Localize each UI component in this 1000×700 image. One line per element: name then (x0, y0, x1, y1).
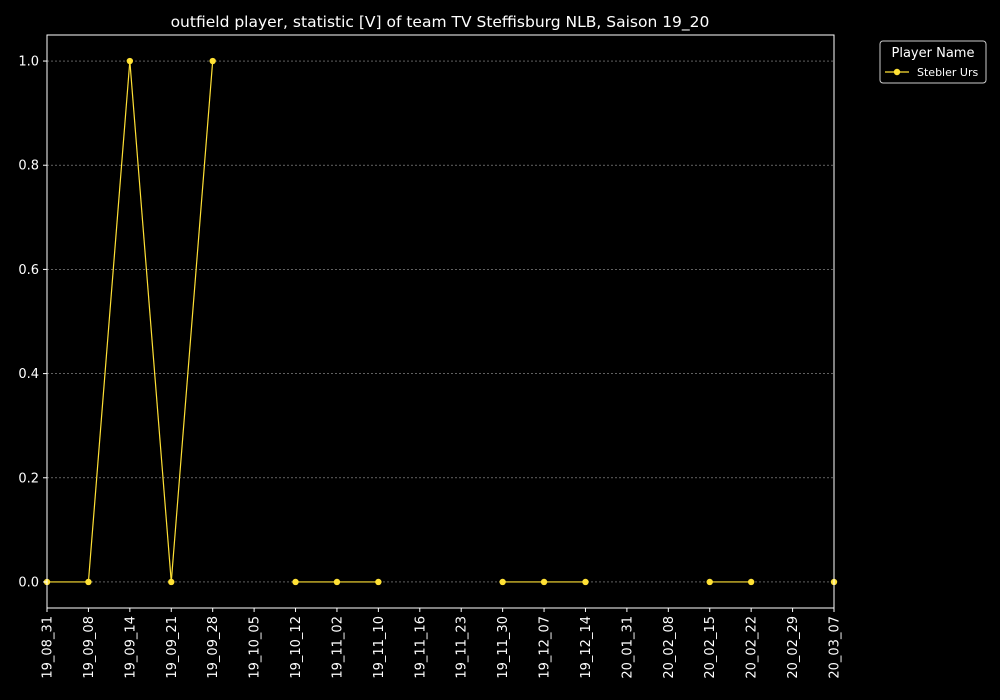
data-point (375, 578, 382, 586)
series-line-segment (129, 60, 172, 583)
data-point (333, 578, 341, 586)
x-tick-label: 19_10_12 (289, 616, 304, 679)
data-point (582, 578, 589, 586)
x-tick-label: 20_02_15 (703, 616, 718, 679)
legend: Player Name Stebler Urs (879, 40, 987, 84)
y-tick-label: 0.4 (18, 367, 39, 382)
data-point (209, 57, 216, 65)
series-line-segment (170, 60, 214, 583)
legend-title: Player Name (892, 46, 975, 61)
x-tick-label: 19_11_02 (330, 616, 345, 679)
x-tick-label: 19_11_23 (455, 616, 470, 679)
y-tick-label: 1.0 (18, 55, 39, 70)
x-tick-label: 19_11_10 (372, 616, 387, 679)
y-tick-label: 0.6 (18, 263, 39, 278)
legend-series-label: Stebler Urs (917, 66, 978, 79)
data-point (706, 578, 713, 586)
data-point (540, 578, 548, 586)
data-point (126, 57, 134, 65)
x-tick-label: 19_08_31 (41, 616, 56, 679)
chart-title: outfield player, statistic [V] of team T… (171, 13, 710, 32)
x-tick-label: 20_02_22 (745, 616, 760, 679)
x-tick-label: 19_11_16 (413, 616, 428, 679)
x-tick-label: 20_01_31 (620, 616, 635, 679)
x-tick-label: 20_03_07 (828, 616, 843, 679)
legend-series-marker (893, 68, 901, 76)
data-point (499, 578, 506, 586)
data-point (85, 578, 92, 586)
y-axis: 0.0 0.2 0.4 0.6 0.8 1.0 (18, 55, 47, 590)
x-axis: 19_08_31 19_09_08 19_09_14 19_09_21 19_09_28… (41, 608, 843, 679)
x-tick-label: 19_12_07 (538, 616, 553, 679)
x-tick-label: 19_09_14 (123, 616, 138, 679)
data-point (292, 578, 299, 586)
x-tick-label: 19_10_05 (248, 616, 263, 679)
series-line-segment (87, 60, 131, 583)
y-tick-label: 0.8 (18, 159, 39, 174)
y-tick-label: 0.0 (18, 575, 39, 590)
data-point (168, 578, 175, 586)
data-point (747, 578, 755, 586)
plot-frame (46, 34, 835, 609)
x-tick-label: 19_09_08 (82, 616, 97, 679)
y-tick-label: 0.2 (18, 471, 39, 486)
x-tick-label: 20_02_08 (662, 616, 677, 679)
x-tick-label: 19_09_28 (206, 616, 221, 679)
x-tick-label: 20_02_29 (786, 616, 801, 679)
x-tick-label: 19_09_21 (165, 616, 180, 679)
x-tick-label: 19_12_14 (579, 616, 594, 679)
x-tick-label: 19_11_30 (496, 616, 511, 679)
grid-lines (47, 60, 834, 583)
